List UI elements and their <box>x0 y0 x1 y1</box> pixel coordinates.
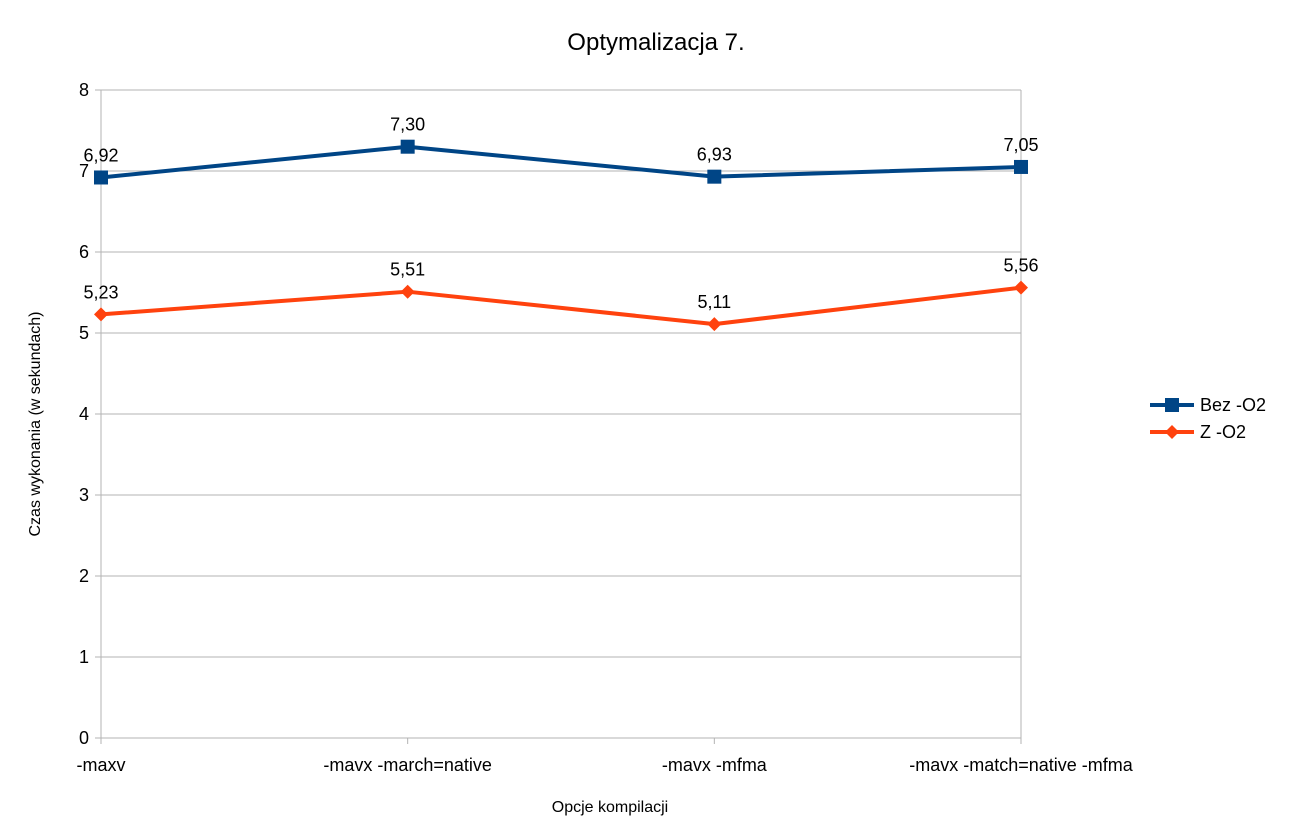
data-label: 5,51 <box>390 260 425 280</box>
legend-marker <box>1165 398 1179 412</box>
x-tick-label: -mavx -march=native <box>323 755 492 775</box>
data-point <box>1014 280 1028 295</box>
data-point <box>1014 159 1028 174</box>
y-axis-ticks: 0 1 2 3 4 5 6 7 8 <box>79 80 101 748</box>
data-label: 5,23 <box>83 282 118 302</box>
y-tick-label: 3 <box>79 485 89 505</box>
x-tick-label: -maxv <box>77 755 126 775</box>
data-label: 5,56 <box>1003 256 1038 276</box>
y-axis-label: Czas wykonania (w sekundach) <box>27 312 44 537</box>
data-point <box>400 284 415 299</box>
gridlines <box>101 89 1021 739</box>
data-labels: 6,92 7,30 6,93 7,05 5,23 5,51 5,11 5,56 <box>83 115 1038 312</box>
x-tick-label: -mavx -mfma <box>662 755 768 775</box>
y-tick-label: 6 <box>79 242 89 262</box>
x-axis-label: Opcje kompilacji <box>552 799 668 816</box>
x-tick-label: -mavx -match=native -mfma <box>909 755 1134 775</box>
chart-title: Optymalizacja 7. <box>567 29 744 56</box>
legend-marker <box>1165 425 1179 439</box>
y-tick-label: 7 <box>79 161 89 181</box>
data-point <box>94 170 108 185</box>
data-point <box>400 139 415 154</box>
data-label: 6,92 <box>83 145 118 165</box>
legend-label: Bez -O2 <box>1200 395 1266 415</box>
data-label: 5,11 <box>697 292 731 312</box>
series-layer <box>94 139 1028 332</box>
y-tick-label: 4 <box>79 404 89 424</box>
x-axis-ticks: -maxv -mavx -march=native -mavx -mfma -mavx… <box>77 738 1134 775</box>
data-label: 7,30 <box>390 115 425 135</box>
y-tick-label: 5 <box>79 323 89 343</box>
legend: Bez -O2 Z -O2 <box>1150 395 1266 442</box>
y-tick-label: 0 <box>79 728 89 748</box>
y-tick-label: 2 <box>79 566 89 586</box>
y-tick-label: 1 <box>79 647 89 667</box>
data-label: 6,93 <box>697 145 732 165</box>
series-line <box>100 285 1022 327</box>
legend-label: Z -O2 <box>1200 422 1246 442</box>
data-label: 7,05 <box>1003 135 1038 155</box>
y-tick-label: 8 <box>79 80 89 100</box>
data-point <box>94 307 108 322</box>
data-point <box>707 317 722 332</box>
data-point <box>707 169 722 184</box>
series-line <box>100 144 1022 180</box>
